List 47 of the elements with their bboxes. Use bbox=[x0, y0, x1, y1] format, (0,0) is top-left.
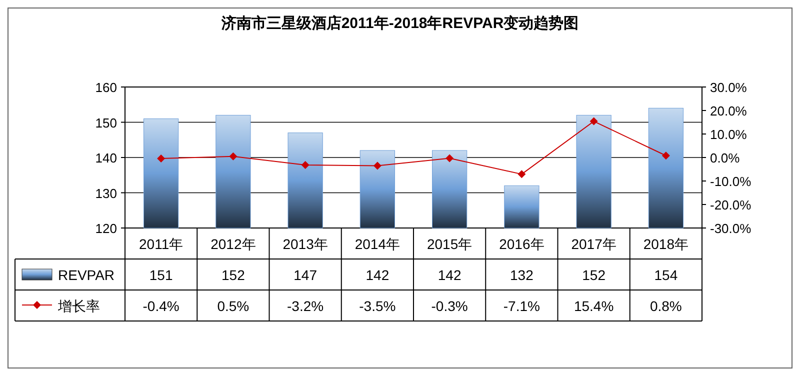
data-label: -0.3% bbox=[431, 298, 468, 314]
point bbox=[662, 152, 670, 160]
data-label: -0.4% bbox=[142, 298, 180, 314]
x-tick-label: 2015年 bbox=[426, 236, 472, 252]
x-tick-label: 2017年 bbox=[571, 236, 616, 252]
point bbox=[373, 162, 382, 170]
y2-tick-label: 20.0% bbox=[710, 104, 748, 118]
data-label: 152 bbox=[582, 267, 606, 283]
y-tick-label: 160 bbox=[95, 80, 117, 95]
y2-tick-label: -30.0% bbox=[710, 221, 752, 236]
y2-tick-label: -20.0% bbox=[710, 198, 752, 212]
data-label: 0.8% bbox=[650, 298, 682, 314]
y-tick-label: 150 bbox=[95, 115, 117, 130]
data-label: 132 bbox=[510, 267, 534, 283]
y-tick-label: 140 bbox=[95, 150, 117, 166]
y-tick-label: 130 bbox=[95, 186, 117, 201]
chart-title: 济南市三星级酒店2011年-2018年REVPAR变动趋势图 bbox=[220, 14, 579, 32]
point bbox=[301, 161, 310, 170]
point bbox=[446, 154, 454, 162]
x-tick-label: 2013年 bbox=[282, 236, 328, 252]
point bbox=[518, 170, 526, 178]
data-label: 147 bbox=[294, 267, 318, 283]
y2-tick-label: 10.0% bbox=[710, 127, 748, 142]
data-label: 15.4% bbox=[574, 298, 614, 314]
legend-label: 增长率 bbox=[57, 298, 100, 314]
x-tick-label: 2012年 bbox=[210, 236, 256, 252]
point bbox=[157, 154, 166, 162]
x-tick-label: 2018年 bbox=[643, 236, 689, 252]
y2-tick-label: 0.0% bbox=[710, 150, 740, 166]
data-label: 142 bbox=[438, 267, 462, 283]
y2-tick-label: 30.0% bbox=[710, 80, 748, 95]
y2-tick-label: -10.0% bbox=[710, 174, 752, 189]
data-label: 154 bbox=[654, 267, 678, 283]
x-tick-label: 2016年 bbox=[499, 236, 544, 252]
data-label: 151 bbox=[149, 267, 173, 283]
data-label: -7.1% bbox=[503, 298, 540, 314]
data-label: 152 bbox=[222, 267, 246, 283]
point bbox=[229, 152, 238, 160]
data-label: 0.5% bbox=[217, 298, 250, 314]
point bbox=[590, 117, 598, 126]
data-label: -3.2% bbox=[287, 298, 324, 314]
legend-label: REVPAR bbox=[58, 267, 115, 283]
x-tick-label: 2014年 bbox=[354, 236, 400, 252]
x-tick-label: 2011年 bbox=[139, 236, 184, 252]
data-label: -3.5% bbox=[359, 298, 396, 314]
y-tick-label: 120 bbox=[95, 221, 117, 236]
data-label: 142 bbox=[366, 267, 390, 283]
